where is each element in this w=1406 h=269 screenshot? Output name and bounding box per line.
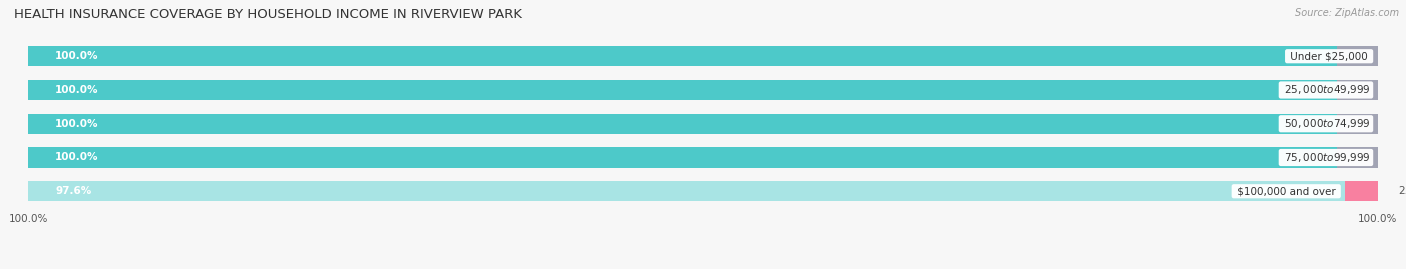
Text: Source: ZipAtlas.com: Source: ZipAtlas.com	[1295, 8, 1399, 18]
Bar	[28, 147, 1378, 168]
Bar	[28, 80, 1378, 100]
Text: 97.6%: 97.6%	[55, 186, 91, 196]
Text: 2.4%: 2.4%	[1398, 186, 1406, 196]
Bar	[28, 181, 1346, 201]
Text: 100.0%: 100.0%	[55, 119, 98, 129]
Bar	[1346, 181, 1378, 201]
Bar	[28, 114, 1378, 134]
Text: Under $25,000: Under $25,000	[1286, 51, 1371, 61]
Bar	[28, 181, 1378, 201]
Text: $25,000 to $49,999: $25,000 to $49,999	[1281, 83, 1371, 97]
Bar	[1337, 80, 1378, 100]
Bar	[28, 147, 1378, 168]
Text: $75,000 to $99,999: $75,000 to $99,999	[1281, 151, 1371, 164]
Bar	[1337, 46, 1378, 66]
Bar	[28, 80, 1378, 100]
Bar	[28, 46, 1378, 66]
Bar	[28, 114, 1378, 134]
Text: 100.0%: 100.0%	[55, 51, 98, 61]
Text: $100,000 and over: $100,000 and over	[1233, 186, 1339, 196]
Bar	[1337, 147, 1378, 168]
Bar	[28, 46, 1378, 66]
Text: $50,000 to $74,999: $50,000 to $74,999	[1281, 117, 1371, 130]
Bar	[1337, 114, 1378, 134]
Text: 100.0%: 100.0%	[55, 85, 98, 95]
Text: 100.0%: 100.0%	[55, 153, 98, 162]
Text: HEALTH INSURANCE COVERAGE BY HOUSEHOLD INCOME IN RIVERVIEW PARK: HEALTH INSURANCE COVERAGE BY HOUSEHOLD I…	[14, 8, 522, 21]
